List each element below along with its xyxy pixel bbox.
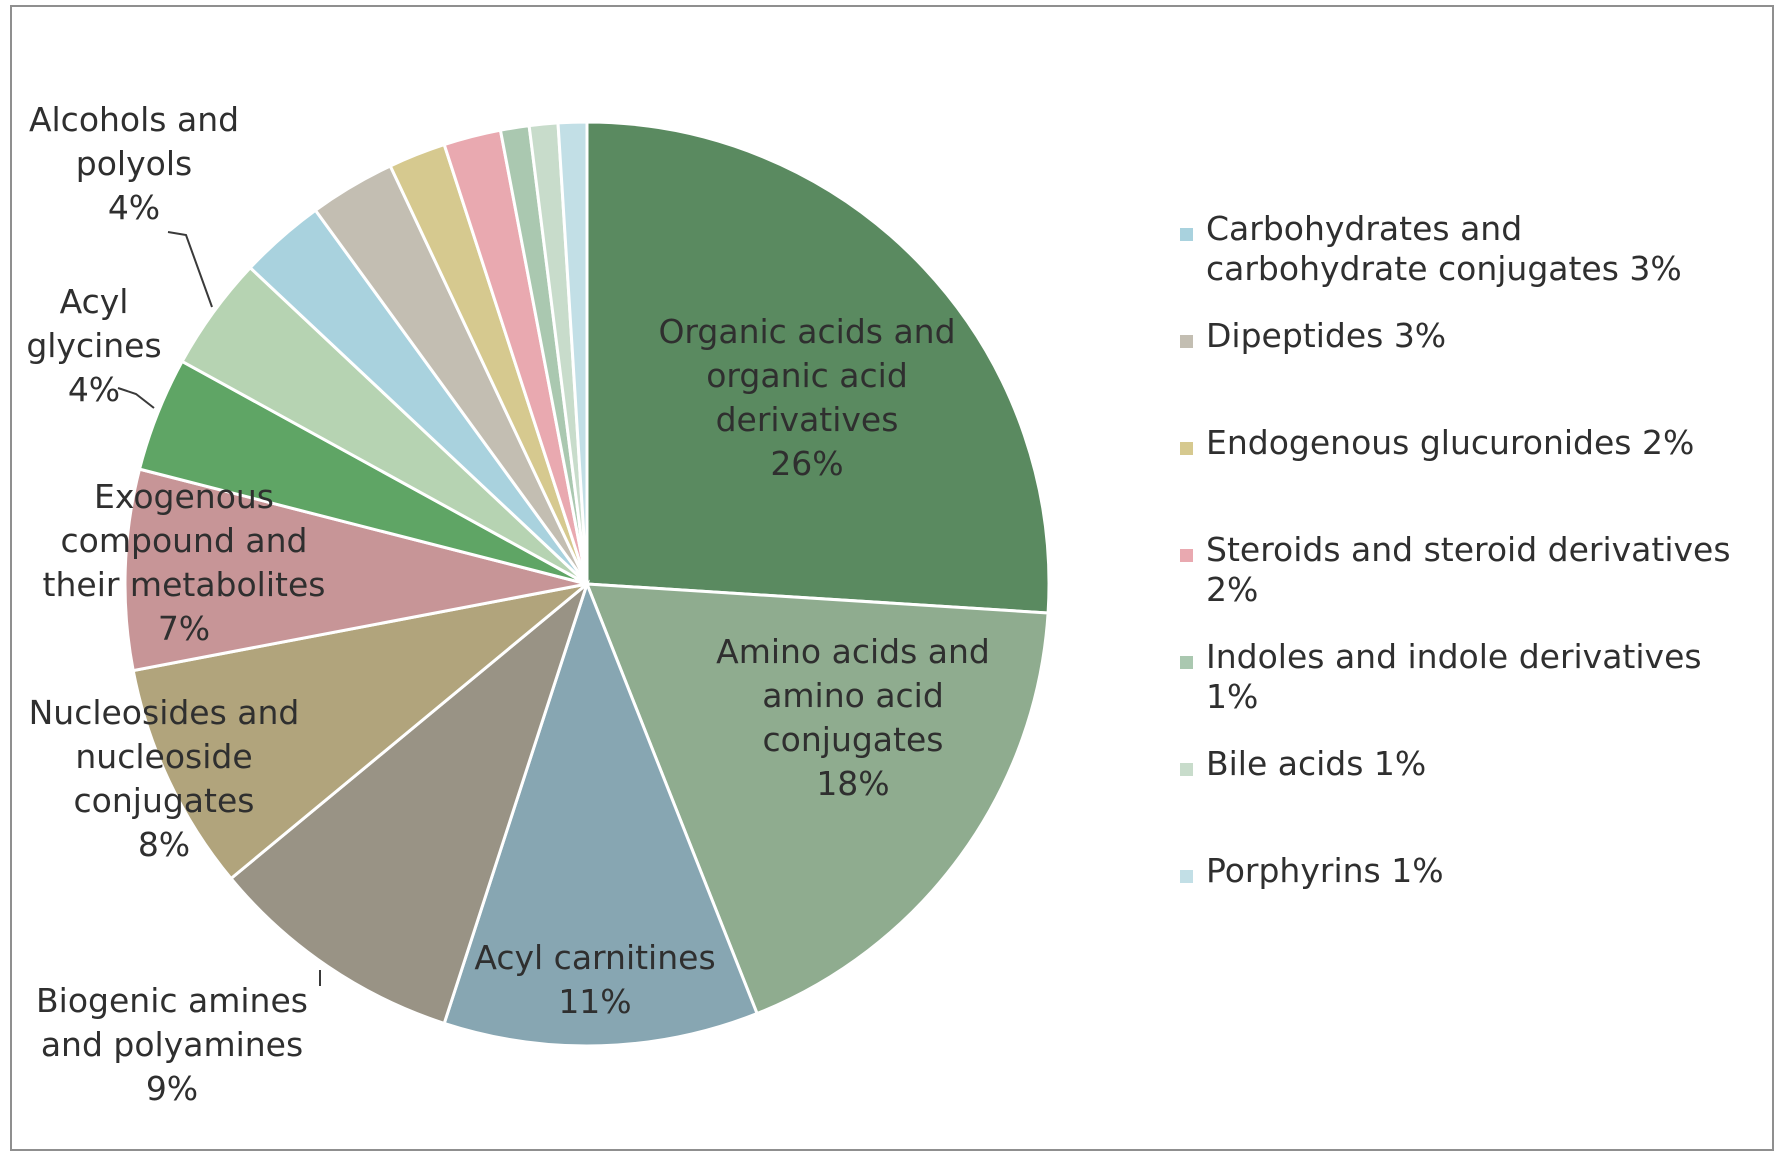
legend-label-steroids-and-steroid-derivatives: Steroids and steroid derivatives 2% xyxy=(1206,530,1731,609)
legend: Carbohydrates and carbohydrate conjugates… xyxy=(1180,209,1731,890)
pie-slice-acyl-carnitines xyxy=(442,579,760,1048)
legend-swatch-dipeptides xyxy=(1180,335,1193,348)
data-label-organic-acids-and-organic-acid-derivatives: Organic acids and organic acid derivatives… xyxy=(658,312,955,483)
data-label-acyl-glycines: Acyl glycines 4% xyxy=(26,282,161,409)
legend-swatch-bile-acids xyxy=(1180,763,1193,776)
data-label-acyl-carnitines: Acyl carnitines 11% xyxy=(474,938,715,1021)
legend-label-bile-acids: Bile acids 1% xyxy=(1206,744,1426,783)
legend-swatch-porphyrins xyxy=(1180,870,1193,883)
leader-line-alcohols-and-polyols xyxy=(167,231,213,308)
legend-label-endogenous-glucuronides: Endogenous glucuronides 2% xyxy=(1206,423,1694,462)
legend-swatch-endogenous-glucuronides xyxy=(1180,442,1193,455)
leader-lines xyxy=(117,231,321,986)
data-label-amino-acids-and-amino-acid-conjugates: Amino acids and amino acid conjugates 18% xyxy=(716,632,990,803)
legend-swatch-steroids-and-steroid-derivatives xyxy=(1180,549,1193,562)
leader-line-acyl-glycines xyxy=(117,387,155,409)
legend-label-indoles-and-indole-derivatives: Indoles and indole derivatives 1% xyxy=(1206,637,1702,716)
legend-label-dipeptides: Dipeptides 3% xyxy=(1206,316,1446,355)
data-label-exogenous-compound-and-their-metabolites: Exogenous compound and their metabolites 7% xyxy=(43,477,326,648)
legend-label-porphyrins: Porphyrins 1% xyxy=(1206,851,1444,890)
data-labels: Organic acids and organic acid derivatives… xyxy=(26,100,990,1108)
pie-slice-amino-acids-and-amino-acid-conjugates xyxy=(584,582,1050,1016)
pie-slice-nucleosides-and-nucleoside-conjugates xyxy=(131,582,588,881)
pie-slice-biogenic-amines-and-polyamines xyxy=(228,579,591,1026)
pie-slice-exogenous-compound-and-their-metabolites xyxy=(123,467,588,673)
legend-swatch-carbohydrates-and-carbohydrate-conjugates xyxy=(1180,228,1193,241)
data-label-alcohols-and-polyols: Alcohols and polyols 4% xyxy=(29,100,239,227)
pie-slice-porphyrins xyxy=(556,120,589,585)
data-label-nucleosides-and-nucleoside-conjugates: Nucleosides and nucleoside conjugates 8% xyxy=(29,693,300,864)
data-label-biogenic-amines-and-polyamines: Biogenic amines and polyamines 9% xyxy=(36,981,308,1108)
pie-slice-organic-acids-and-organic-acid-derivatives xyxy=(585,120,1051,615)
pie-slices xyxy=(123,120,1051,1048)
legend-swatch-indoles-and-indole-derivatives xyxy=(1180,656,1193,669)
legend-label-carbohydrates-and-carbohydrate-conjugates: Carbohydrates and carbohydrate conjugates… xyxy=(1206,209,1682,288)
